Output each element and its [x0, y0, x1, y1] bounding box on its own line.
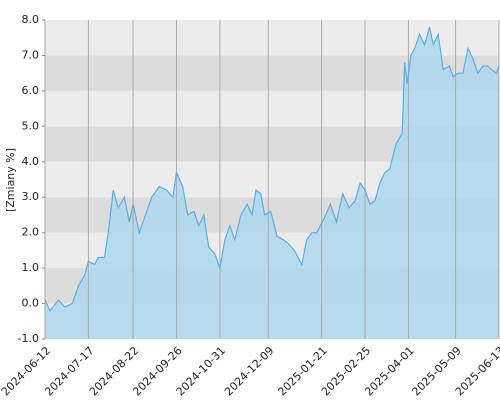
y-tick-label: 8.0	[22, 13, 40, 26]
y-tick-label: 3.0	[22, 190, 40, 203]
y-tick-label: 6.0	[22, 84, 40, 97]
y-tick-label: -1.0	[18, 332, 39, 345]
x-tick-label: 2024-12-09	[222, 344, 276, 398]
y-tick-label: 1.0	[22, 261, 40, 274]
area	[45, 27, 499, 339]
y-tick-label: 5.0	[22, 119, 40, 132]
y-tick-label: 2.0	[22, 226, 40, 239]
y-axis-label: [Zmiany %]	[4, 148, 17, 212]
y-tick-label: 0.0	[22, 297, 40, 310]
y-tick-label: 4.0	[22, 155, 40, 168]
line	[44, 26, 500, 312]
y-tick-label: 7.0	[22, 48, 40, 61]
